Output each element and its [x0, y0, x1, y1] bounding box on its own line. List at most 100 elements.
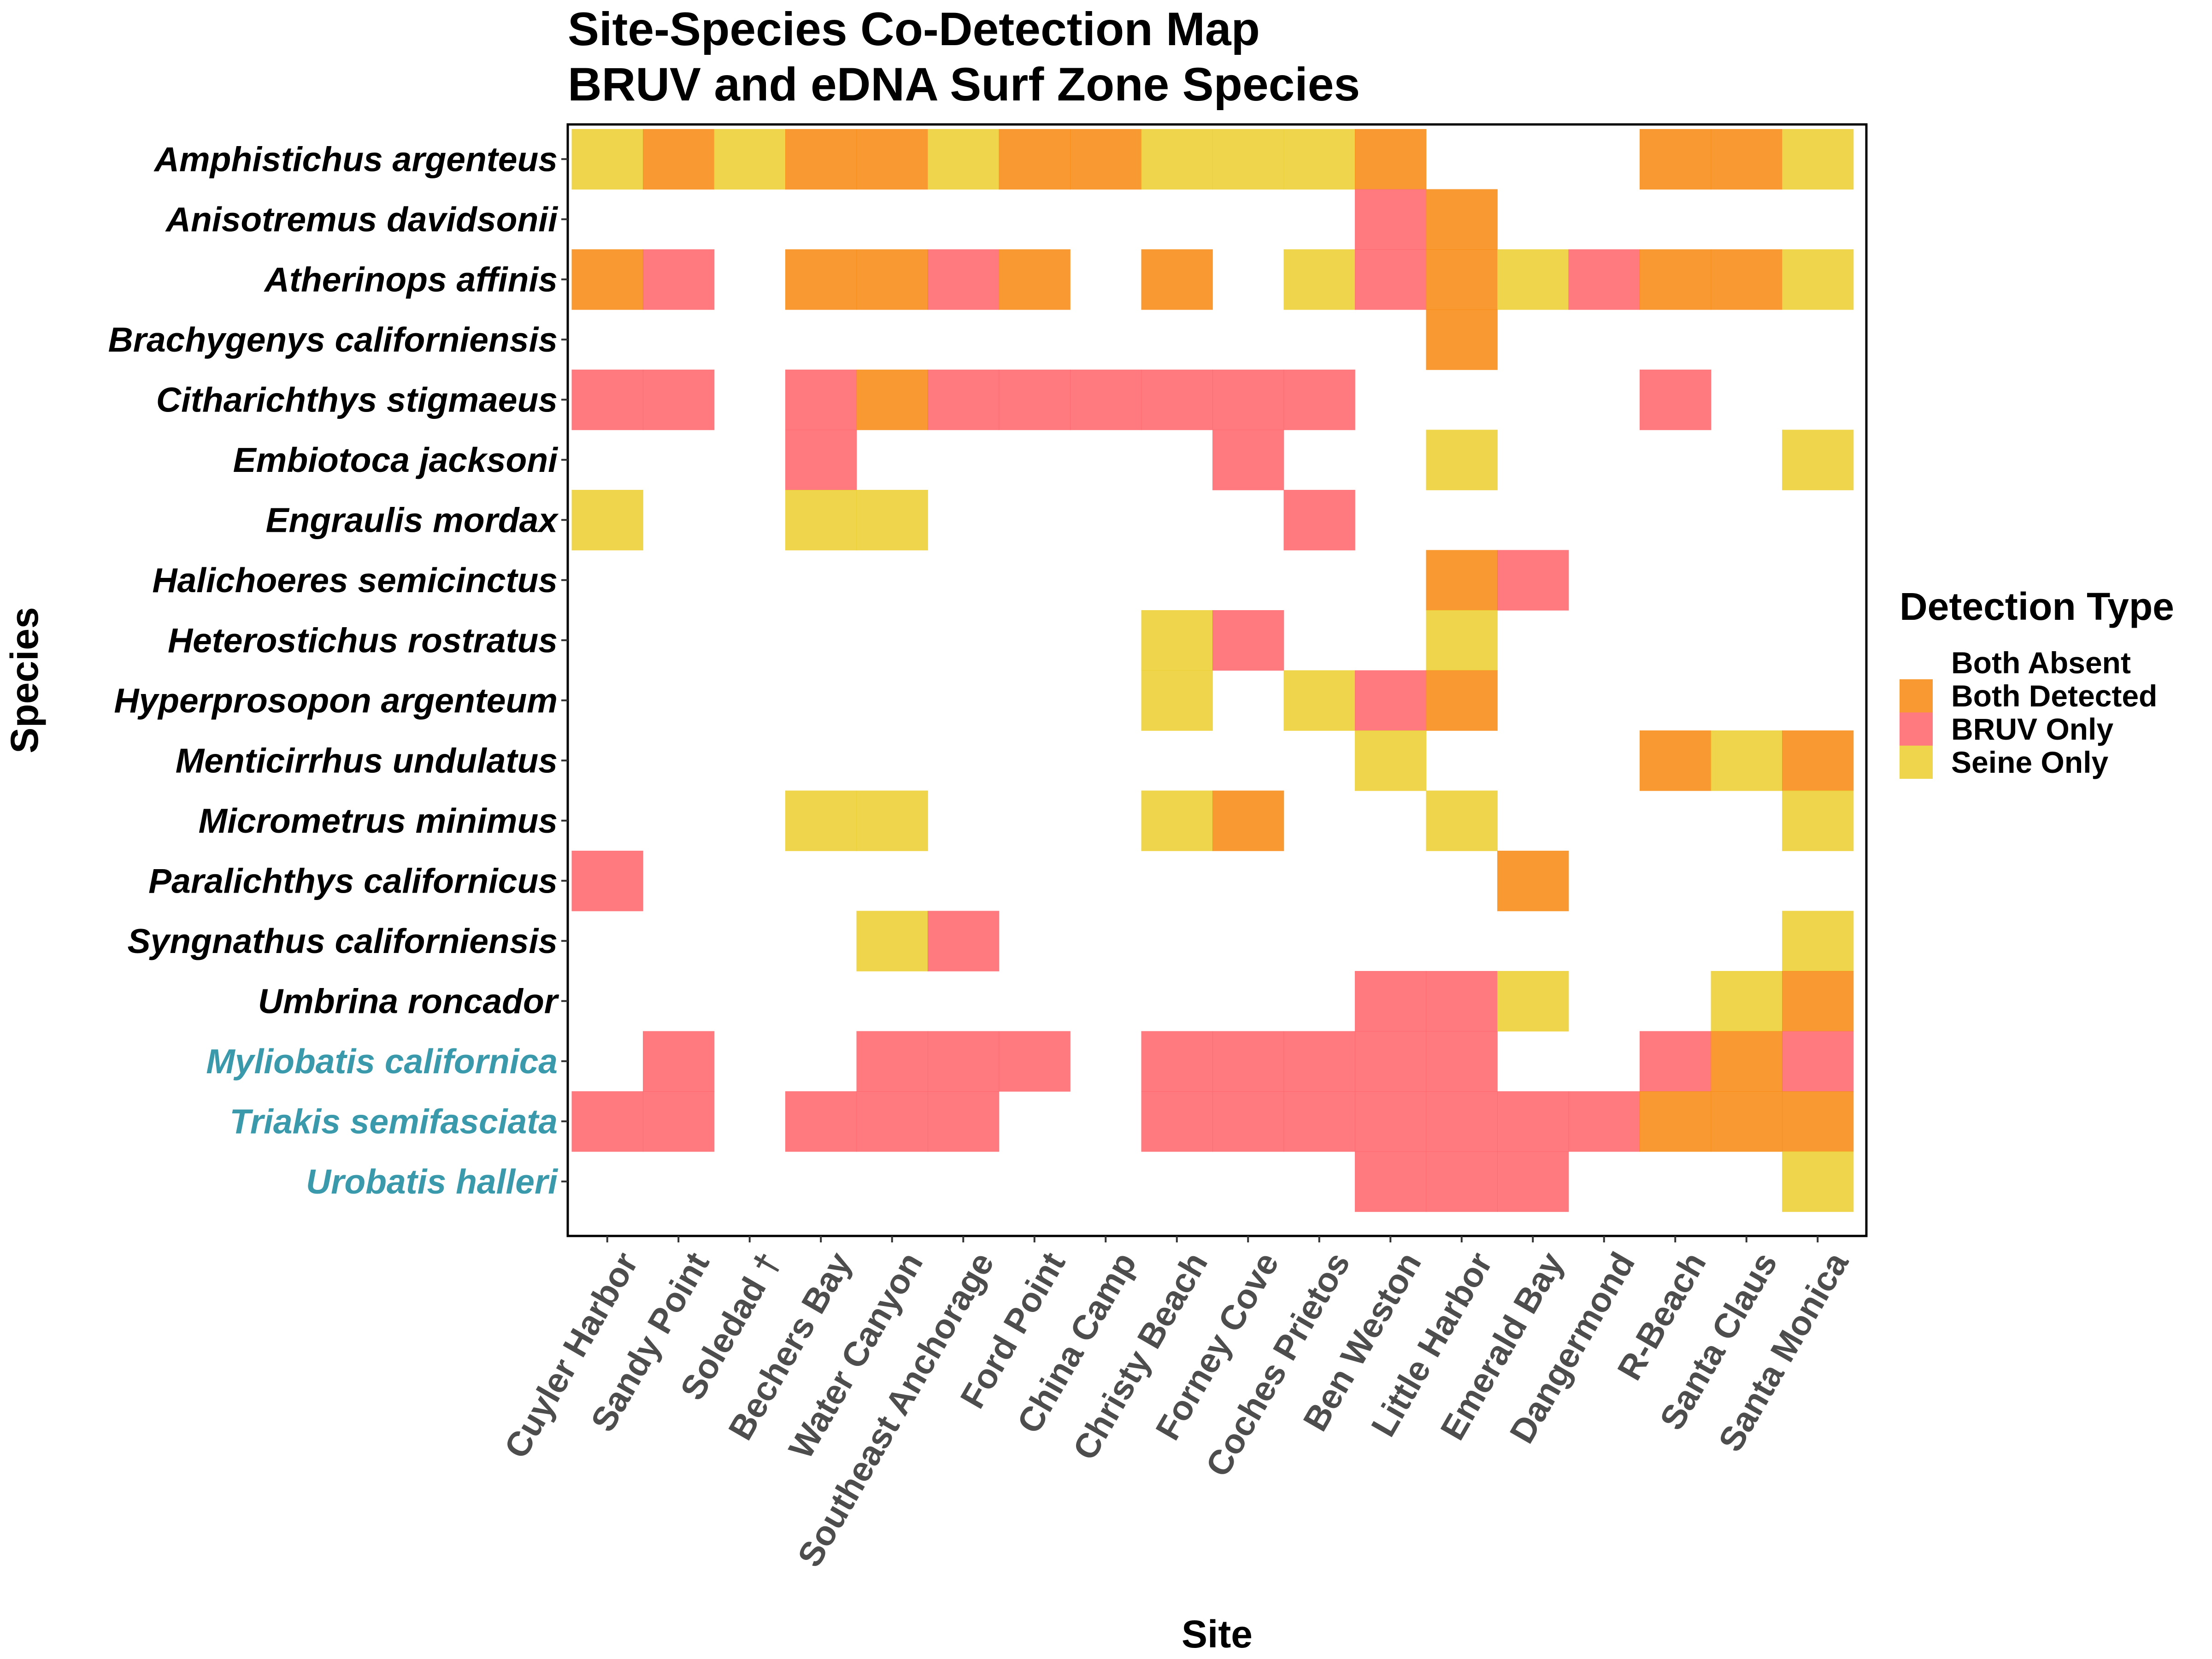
- heatmap-cell-myliobatis-californica-water-canyon: [856, 1031, 928, 1092]
- y-tick-label: Halichoeres semicinctus: [152, 561, 558, 600]
- heatmap-cell-amphistichus-argenteus-ben-weston: [1355, 129, 1427, 190]
- chart-title: Site-Species Co-Detection Map: [568, 3, 1260, 55]
- heatmap-cell-atherinops-affinis-dangermond: [1568, 249, 1640, 310]
- heatmap-cell-triakis-semifasciata-emerald-bay: [1497, 1091, 1569, 1152]
- heatmap-cell-triakis-semifasciata-santa-monica: [1782, 1091, 1854, 1152]
- heatmap-cell-citharichthys-stigmaeus-r-beach: [1640, 370, 1712, 430]
- legend-title: Detection Type: [1900, 585, 2174, 628]
- heatmap-cell-embiotoca-jacksoni-forney-cove: [1212, 429, 1284, 490]
- y-tick-label: Micrometrus minimus: [199, 801, 558, 840]
- heatmap-cell-engraulis-mordax-bechers-bay: [785, 490, 857, 551]
- heatmap-cell-triakis-semifasciata-sandy-point: [643, 1091, 715, 1152]
- heatmap-cell-atherinops-affinis-little-harbor: [1426, 249, 1498, 310]
- heatmap-cell-umbrina-roncador-santa-claus: [1711, 971, 1783, 1032]
- y-tick-label: Embiotoca jacksoni: [233, 441, 559, 479]
- heatmap-cell-paralichthys-californicus-emerald-bay: [1497, 851, 1569, 912]
- heatmap-cell-myliobatis-californica-santa-claus: [1711, 1031, 1783, 1092]
- heatmap-cells: [571, 129, 1854, 1212]
- heatmap-cell-embiotoca-jacksoni-santa-monica: [1782, 429, 1854, 490]
- heatmap-cell-citharichthys-stigmaeus-forney-cove: [1212, 370, 1284, 430]
- heatmap-cell-citharichthys-stigmaeus-china-camp: [1070, 370, 1142, 430]
- heatmap-cell-triakis-semifasciata-santa-claus: [1711, 1091, 1783, 1152]
- heatmap-cell-amphistichus-argenteus-southeast-anchorage: [928, 129, 1000, 190]
- y-tick-label: Atherinops affinis: [264, 260, 558, 299]
- legend-item-both-detected: Both Detected: [1900, 679, 2157, 713]
- heatmap-cell-amphistichus-argenteus-sandy-point: [643, 129, 715, 190]
- heatmap-cell-micrometrus-minimus-forney-cove: [1212, 790, 1284, 851]
- heatmap-cell-heterostichus-rostratus-forney-cove: [1212, 610, 1284, 671]
- heatmap-cell-urobatis-halleri-emerald-bay: [1497, 1151, 1569, 1212]
- heatmap-cell-myliobatis-californica-christy-beach: [1141, 1031, 1213, 1092]
- heatmap-cell-halichoeres-semicinctus-emerald-bay: [1497, 550, 1569, 611]
- heatmap-cell-myliobatis-californica-santa-monica: [1782, 1031, 1854, 1092]
- legend-label: Both Absent: [1951, 646, 2131, 680]
- heatmap-cell-micrometrus-minimus-santa-monica: [1782, 790, 1854, 851]
- heatmap-cell-myliobatis-californica-little-harbor: [1426, 1031, 1498, 1092]
- heatmap-cell-engraulis-mordax-coches-prietos: [1283, 490, 1355, 551]
- y-tick-label: Amphistichus argenteus: [153, 140, 558, 178]
- heatmap-cell-atherinops-affinis-christy-beach: [1141, 249, 1213, 310]
- heatmap-cell-engraulis-mordax-water-canyon: [856, 490, 928, 551]
- heatmap-cell-amphistichus-argenteus-santa-monica: [1782, 129, 1854, 190]
- heatmap-cell-hyperprosopon-argenteum-christy-beach: [1141, 670, 1213, 731]
- y-tick-label: Umbrina roncador: [258, 982, 559, 1020]
- heatmap-cell-halichoeres-semicinctus-little-harbor: [1426, 550, 1498, 611]
- heatmap-cell-citharichthys-stigmaeus-coches-prietos: [1283, 370, 1355, 430]
- heatmap-cell-atherinops-affinis-santa-monica: [1782, 249, 1854, 310]
- heatmap-cell-amphistichus-argenteus-forney-cove: [1212, 129, 1284, 190]
- y-tick-label: Menticirrhus undulatus: [176, 741, 558, 780]
- x-axis-title: Site: [1182, 1612, 1253, 1656]
- heatmap-cell-triakis-semifasciata-southeast-anchorage: [928, 1091, 1000, 1152]
- heatmap-cell-hyperprosopon-argenteum-little-harbor: [1426, 670, 1498, 731]
- heatmap-cell-triakis-semifasciata-little-harbor: [1426, 1091, 1498, 1152]
- heatmap-cell-urobatis-halleri-santa-monica: [1782, 1151, 1854, 1212]
- heatmap-cell-triakis-semifasciata-coches-prietos: [1283, 1091, 1355, 1152]
- heatmap-cell-triakis-semifasciata-ben-weston: [1355, 1091, 1427, 1152]
- y-tick-label: Anisotremus davidsonii: [165, 200, 559, 239]
- y-axis-title: Species: [3, 607, 46, 753]
- y-tick-label: Triakis semifasciata: [229, 1102, 558, 1141]
- heatmap-cell-citharichthys-stigmaeus-christy-beach: [1141, 370, 1213, 430]
- heatmap-cell-amphistichus-argenteus-china-camp: [1070, 129, 1142, 190]
- heatmap-cell-atherinops-affinis-r-beach: [1640, 249, 1712, 310]
- heatmap-cell-myliobatis-californica-sandy-point: [643, 1031, 715, 1092]
- legend-label: Seine Only: [1951, 745, 2108, 779]
- heatmap-cell-umbrina-roncador-emerald-bay: [1497, 971, 1569, 1032]
- heatmap-cell-triakis-semifasciata-cuyler-harbor: [571, 1091, 643, 1152]
- y-tick-label: Urobatis halleri: [306, 1162, 559, 1201]
- heatmap-cell-hyperprosopon-argenteum-coches-prietos: [1283, 670, 1355, 731]
- heatmap-cell-amphistichus-argenteus-cuyler-harbor: [571, 129, 643, 190]
- legend-label: Both Detected: [1951, 679, 2157, 713]
- heatmap-cell-menticirrhus-undulatus-r-beach: [1640, 730, 1712, 791]
- heatmap-cell-umbrina-roncador-little-harbor: [1426, 971, 1498, 1032]
- heatmap-cell-amphistichus-argenteus-christy-beach: [1141, 129, 1213, 190]
- heatmap-cell-paralichthys-californicus-cuyler-harbor: [571, 851, 643, 912]
- heatmap-cell-triakis-semifasciata-r-beach: [1640, 1091, 1712, 1152]
- heatmap-cell-myliobatis-californica-r-beach: [1640, 1031, 1712, 1092]
- heatmap-cell-triakis-semifasciata-forney-cove: [1212, 1091, 1284, 1152]
- heatmap-cell-citharichthys-stigmaeus-water-canyon: [856, 370, 928, 430]
- y-tick-label: Hyperprosopon argenteum: [114, 681, 558, 720]
- heatmap-cell-atherinops-affinis-emerald-bay: [1497, 249, 1569, 310]
- legend-item-both-absent: Both Absent: [1951, 646, 2131, 680]
- heatmap-cell-citharichthys-stigmaeus-ford-point: [999, 370, 1071, 430]
- heatmap-cell-triakis-semifasciata-dangermond: [1568, 1091, 1640, 1152]
- heatmap-cell-menticirrhus-undulatus-ben-weston: [1355, 730, 1427, 791]
- plot-panel-border: [566, 123, 1868, 1237]
- heatmap-cell-citharichthys-stigmaeus-bechers-bay: [785, 370, 857, 430]
- y-tick-label: Brachygenys californiensis: [108, 320, 558, 359]
- heatmap-cell-heterostichus-rostratus-christy-beach: [1141, 610, 1213, 671]
- heatmap-cell-citharichthys-stigmaeus-southeast-anchorage: [928, 370, 1000, 430]
- heatmap-cell-micrometrus-minimus-water-canyon: [856, 790, 928, 851]
- heatmap-cell-amphistichus-argenteus-r-beach: [1640, 129, 1712, 190]
- heatmap-cell-triakis-semifasciata-christy-beach: [1141, 1091, 1213, 1152]
- legend-label: BRUV Only: [1951, 712, 2113, 746]
- legend-key-both-detected: [1900, 679, 1933, 712]
- heatmap-cell-myliobatis-californica-ben-weston: [1355, 1031, 1427, 1092]
- heatmap-cell-menticirrhus-undulatus-santa-monica: [1782, 730, 1854, 791]
- heatmap-cell-atherinops-affinis-coches-prietos: [1283, 249, 1355, 310]
- heatmap-cell-anisotremus-davidsonii-little-harbor: [1426, 189, 1498, 250]
